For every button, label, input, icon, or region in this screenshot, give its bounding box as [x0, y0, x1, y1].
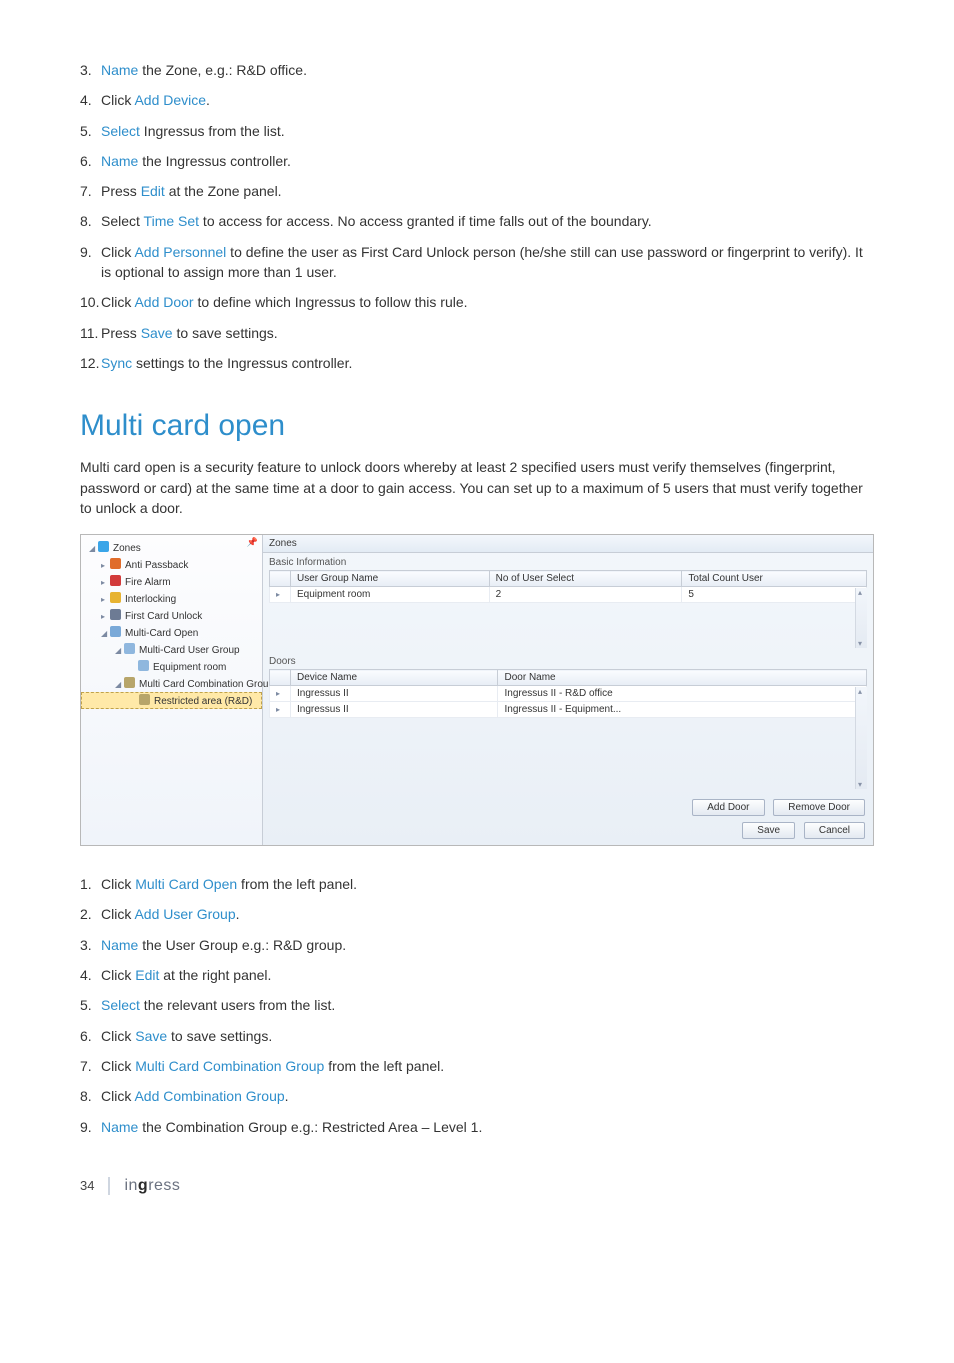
tree-node[interactable]: ▸First Card Unlock	[81, 607, 262, 624]
tree-label: Zones	[113, 543, 141, 554]
step-text: Click Multi Card Open from the left pane…	[101, 874, 874, 894]
step-text: Click Add Personnel to define the user a…	[101, 242, 874, 283]
table-row[interactable]: Equipment room25	[270, 587, 867, 603]
column-header[interactable]: No of User Select	[489, 571, 682, 587]
cancel-button[interactable]: Cancel	[804, 822, 865, 839]
tree-label: Restricted area (R&D)	[154, 696, 252, 707]
step-text: Press Edit at the Zone panel.	[101, 181, 874, 201]
page-footer: 34 ingress	[80, 1177, 874, 1195]
basic-info-group-title: Basic Information	[269, 557, 867, 568]
tree-label: Equipment room	[153, 662, 226, 673]
step-number: 9.	[80, 1117, 101, 1137]
tree-label: Interlocking	[125, 594, 176, 605]
save-button[interactable]: Save	[742, 822, 795, 839]
tree-panel: 📌 ◢Zones▸Anti Passback▸Fire Alarm▸Interl…	[81, 535, 263, 845]
step-text: Click Multi Card Combination Group from …	[101, 1056, 874, 1076]
tree-label: First Card Unlock	[125, 611, 202, 622]
step-text: Click Add User Group.	[101, 904, 874, 924]
intro-paragraph: Multi card open is a security feature to…	[80, 457, 874, 518]
step-number: 11.	[80, 323, 101, 343]
step-text: Select the relevant users from the list.	[101, 995, 874, 1015]
step-number: 1.	[80, 874, 101, 894]
step-text: Click Add Device.	[101, 90, 874, 110]
page-number: 34	[80, 1178, 94, 1193]
column-header[interactable]: Device Name	[291, 670, 498, 686]
tree-node[interactable]: ▸Anti Passback	[81, 556, 262, 573]
tree-icon	[98, 541, 109, 552]
column-header[interactable]: User Group Name	[291, 571, 490, 587]
step-number: 4.	[80, 965, 101, 985]
table-row[interactable]: Ingressus IIIngressus II - Equipment...	[270, 702, 867, 718]
tree-node[interactable]: ◢Multi-Card Open	[81, 624, 262, 641]
step-text: Click Add Combination Group.	[101, 1086, 874, 1106]
doors-table: Device NameDoor Name Ingressus IIIngress…	[269, 669, 867, 718]
step-text: Click Save to save settings.	[101, 1026, 874, 1046]
tree-node[interactable]: ◢Multi-Card User Group	[81, 641, 262, 658]
step-text: Sync settings to the Ingressus controlle…	[101, 353, 874, 373]
zones-header: Zones	[263, 535, 873, 553]
step-text: Name the User Group e.g.: R&D group.	[101, 935, 874, 955]
tree-label: Multi-Card Open	[125, 628, 198, 639]
tree-icon	[110, 575, 121, 586]
pin-icon[interactable]: 📌	[247, 537, 258, 548]
step-number: 4.	[80, 90, 101, 110]
step-text: Name the Zone, e.g.: R&D office.	[101, 60, 874, 80]
logo: ingress	[124, 1177, 180, 1195]
step-text: Press Save to save settings.	[101, 323, 874, 343]
step-number: 6.	[80, 1026, 101, 1046]
tree-icon	[139, 694, 150, 705]
screenshot-panel: 📌 ◢Zones▸Anti Passback▸Fire Alarm▸Interl…	[80, 534, 874, 846]
step-number: 12.	[80, 353, 101, 373]
step-text: Name the Combination Group e.g.: Restric…	[101, 1117, 874, 1137]
table-row[interactable]: Ingressus IIIngressus II - R&D office	[270, 686, 867, 702]
tree-icon	[124, 677, 135, 688]
step-number: 3.	[80, 60, 101, 80]
step-number: 10.	[80, 292, 101, 312]
tree-icon	[110, 592, 121, 603]
step-number: 5.	[80, 121, 101, 141]
tree-label: Multi Card Combination Group	[139, 679, 274, 690]
lower-step-list: 1.Click Multi Card Open from the left pa…	[80, 874, 874, 1137]
upper-step-list: 3.Name the Zone, e.g.: R&D office.4.Clic…	[80, 60, 874, 373]
section-heading: Multi card open	[80, 409, 874, 443]
tree-node[interactable]: ▸Interlocking	[81, 590, 262, 607]
step-number: 8.	[80, 1086, 101, 1106]
tree-icon	[110, 558, 121, 569]
remove-door-button[interactable]: Remove Door	[773, 799, 865, 816]
step-number: 9.	[80, 242, 101, 283]
tree-node[interactable]: ◢Multi Card Combination Group	[81, 675, 262, 692]
scrollbar[interactable]: ▴▾	[855, 588, 867, 648]
step-text: Select Ingressus from the list.	[101, 121, 874, 141]
tree-label: Anti Passback	[125, 560, 188, 571]
tree-node[interactable]: ▸Fire Alarm	[81, 573, 262, 590]
add-door-button[interactable]: Add Door	[692, 799, 764, 816]
tree-node[interactable]: Restricted area (R&D)	[81, 692, 262, 709]
doors-group-title: Doors	[269, 656, 867, 667]
scrollbar[interactable]: ▴▾	[855, 687, 867, 789]
step-text: Click Add Door to define which Ingressus…	[101, 292, 874, 312]
tree-node[interactable]: ◢Zones	[81, 539, 262, 556]
tree-icon	[138, 660, 149, 671]
step-number: 6.	[80, 151, 101, 171]
tree-icon	[110, 626, 121, 637]
tree-label: Multi-Card User Group	[139, 645, 240, 656]
tree-label: Fire Alarm	[125, 577, 171, 588]
step-text: Click Edit at the right panel.	[101, 965, 874, 985]
step-number: 3.	[80, 935, 101, 955]
step-number: 7.	[80, 181, 101, 201]
step-number: 8.	[80, 211, 101, 231]
step-number: 7.	[80, 1056, 101, 1076]
step-number: 2.	[80, 904, 101, 924]
step-number: 5.	[80, 995, 101, 1015]
step-text: Name the Ingressus controller.	[101, 151, 874, 171]
step-text: Select Time Set to access for access. No…	[101, 211, 874, 231]
user-group-table: User Group NameNo of User SelectTotal Co…	[269, 570, 867, 603]
column-header[interactable]: Total Count User	[682, 571, 867, 587]
tree-icon	[124, 643, 135, 654]
tree-node[interactable]: Equipment room	[81, 658, 262, 675]
column-header[interactable]: Door Name	[498, 670, 867, 686]
tree-icon	[110, 609, 121, 620]
